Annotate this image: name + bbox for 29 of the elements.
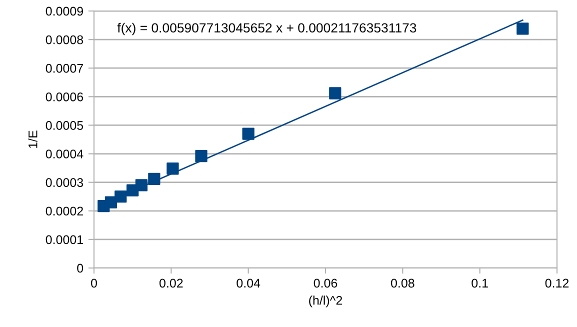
y-tick-label: 0.0003 <box>46 178 84 187</box>
y-tick-label: 0.0002 <box>46 206 83 216</box>
point <box>166 162 179 175</box>
y-tick-label: 0.0006 <box>46 92 84 102</box>
point <box>242 128 254 140</box>
point <box>329 87 342 100</box>
point <box>195 150 208 162</box>
x-tick-label: 0.08 <box>390 278 414 288</box>
y-tick-label: 0.0008 <box>46 35 84 44</box>
point <box>148 172 160 185</box>
y-tick-label: 0.0004 <box>46 150 84 158</box>
y-tick-label: 0.0009 <box>46 6 83 16</box>
y-axis-title: 1/E <box>28 130 38 148</box>
point <box>114 190 127 203</box>
x-tick-label: 0.06 <box>314 278 338 288</box>
y-tick-label: 0 <box>77 264 84 273</box>
x-tick-label: 0.1 <box>472 278 488 288</box>
point <box>135 179 148 192</box>
y-tick-label: 0.0005 <box>46 121 84 130</box>
point <box>516 22 529 35</box>
point <box>104 196 118 208</box>
x-tick-label: 0 <box>91 278 97 288</box>
y-tick-label: 0.0007 <box>46 64 83 73</box>
x-tick-label: 0.02 <box>159 278 183 288</box>
y-tick-label: 0.0001 <box>46 235 83 244</box>
annotation: f(x) = 0.005907713045652 x + 0.000211763531173 <box>117 22 416 36</box>
x-axis-title: (h/l)^2 <box>309 296 342 308</box>
x-tick-label: 0.12 <box>545 278 569 288</box>
x-tick-label: 0.04 <box>236 278 260 288</box>
